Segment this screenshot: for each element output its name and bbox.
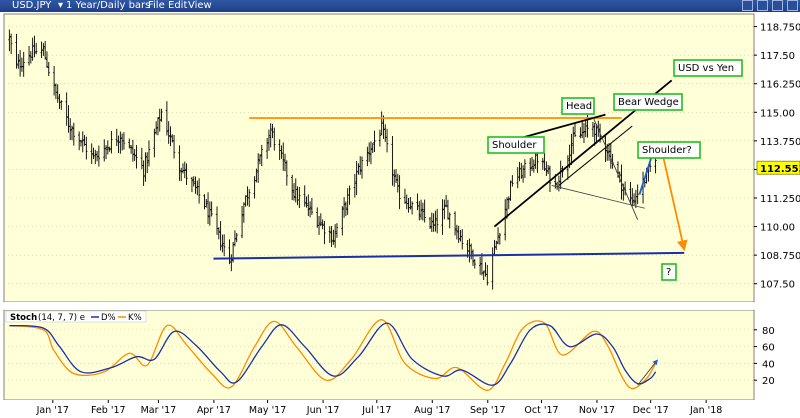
stoch-panel [3,309,755,401]
target-label: ? [666,267,671,278]
panel-gap [4,302,754,310]
price-tick-label: 107.50 [760,280,795,291]
period-label[interactable]: 1 Year/Daily bars [66,0,151,11]
arrow-down [660,146,688,252]
x-tick-label: Dec '17 [633,405,669,416]
maximize-icon[interactable] [757,0,768,11]
minimize-icon[interactable] [742,0,753,11]
target-label-box [661,263,677,281]
price-tick-label: 117.50 [760,51,795,62]
chevron-down-icon[interactable]: ▾ [58,0,64,11]
symbol-label[interactable]: USD.JPY [12,0,52,11]
price-tick-label: 110.00 [760,223,795,234]
stoch-tick-label: 60 [762,343,775,354]
menu-view[interactable]: View [188,0,212,11]
neckline [551,185,645,209]
price-tick-label: 113.750 [760,137,800,148]
x-tick-label: Apr '17 [197,405,231,416]
stoch-legend-params: (14, 7, 7) e [38,313,85,323]
x-tick-label: Jan '17 [36,405,69,416]
x-tick-label: May '17 [249,405,286,416]
price-tick-label: 116.250 [760,80,800,91]
menu-edit[interactable]: Edit [168,0,188,11]
x-tick-label: Jan '18 [689,405,722,416]
stoch-tick-label: 80 [762,326,775,337]
stoch-legend-box [5,310,147,323]
stoch-legend-k: K% [128,313,142,323]
shoulder-left-label-box [487,136,545,154]
x-tick-label: Oct '17 [524,405,558,416]
current-price-tag [756,160,800,175]
x-tick-label: Jun '17 [306,405,340,416]
usd-vs-yen-label-box [673,59,743,77]
x-tick-label: Jul '17 [361,405,391,416]
title-bar: USD.JPY ▾ 1 Year/Daily bars File Edit Vi… [0,0,800,12]
x-tick-label: Aug '17 [414,405,450,416]
wedge-lower-line [558,125,633,186]
wedge-inner-line [592,116,639,220]
x-tick-label: Sep '17 [470,405,506,416]
x-tick-label: Mar '17 [141,405,177,416]
price-tick-label: 108.750 [760,251,800,262]
stoch-tick-label: 40 [762,359,775,370]
x-axis-bg [0,400,800,418]
stoch-tick-label: 20 [762,376,775,387]
shoulder-right-label-box [637,141,701,159]
shoulder-left-label: Shoulder [492,140,537,151]
shoulder-right-label: Shoulder? [642,145,692,156]
price-tick-label: 118.750 [760,23,800,34]
support-line [213,251,685,260]
head-label-box [561,97,595,115]
current-price-label: 112.553 [760,164,800,175]
stoch-arrow [637,359,658,386]
stoch-legend-d: D% [101,313,116,323]
bear-wedge-label-box [613,93,683,111]
head-label: Head [566,101,592,112]
x-tick-label: Feb '17 [91,405,126,416]
price-tick-label: 111.250 [760,194,800,205]
bear-wedge-label: Bear Wedge [618,97,679,108]
stoch-k-line [9,319,657,391]
price-tick-label: 115.00 [760,108,795,119]
restore-icon[interactable] [772,0,783,11]
stoch-legend-title: Stoch [10,313,37,323]
x-tick-label: Nov '17 [579,405,615,416]
close-icon[interactable] [787,0,798,11]
menu-file[interactable]: File [148,0,165,11]
stoch-d-line [9,322,657,386]
usd-vs-yen-label: USD vs Yen [678,63,734,74]
